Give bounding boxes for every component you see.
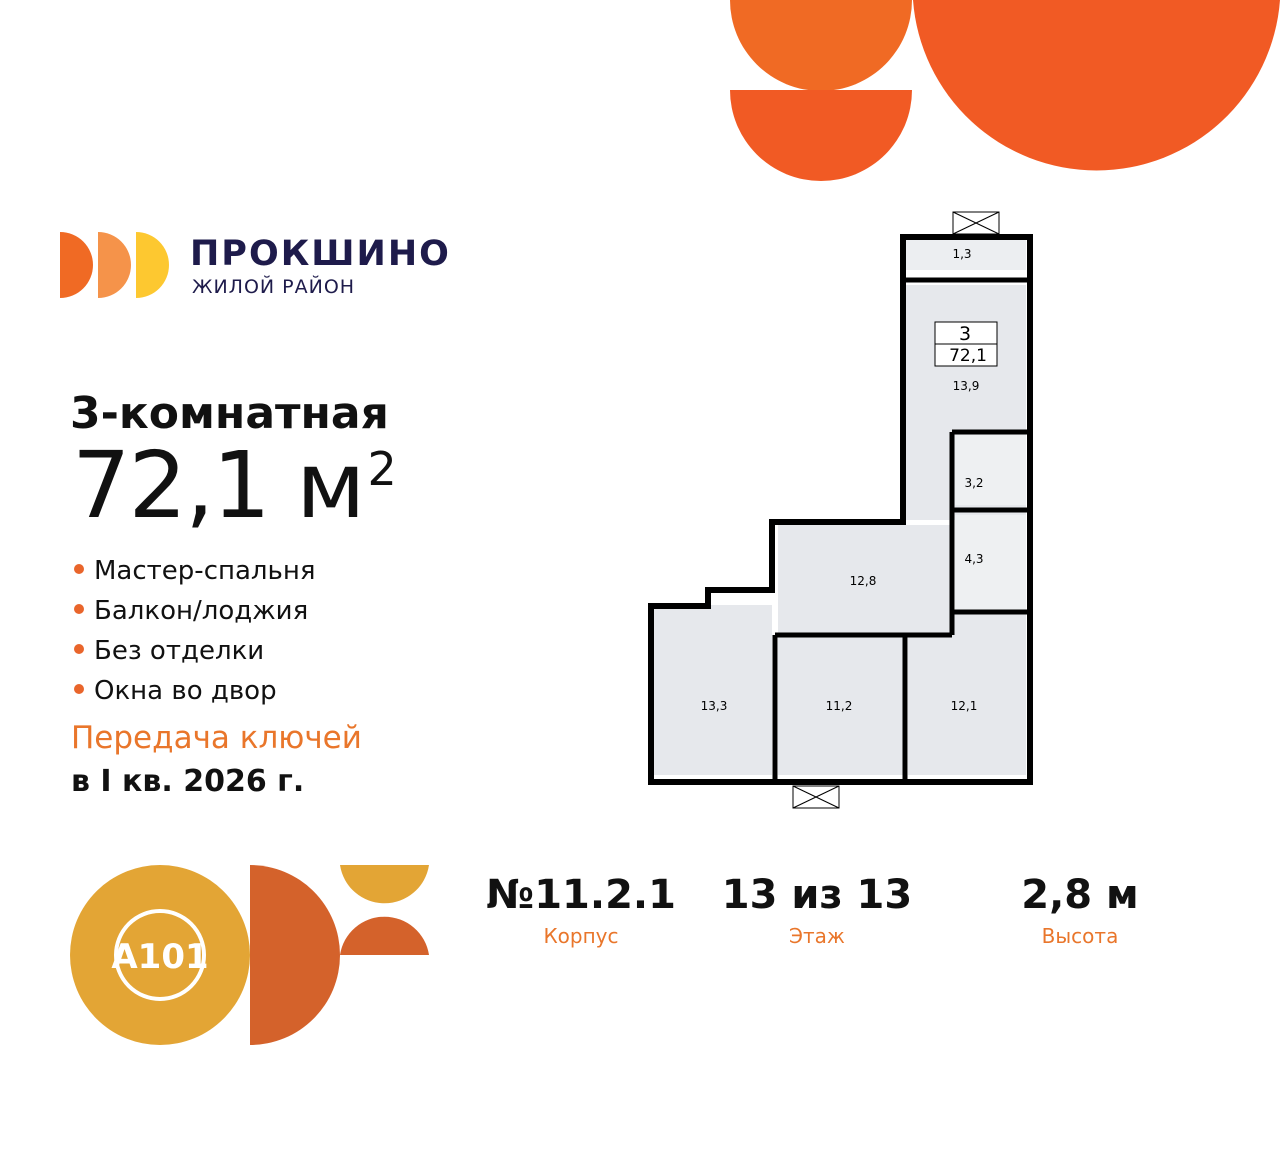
room-area-master: 13,9	[953, 379, 980, 393]
a101-logo: A101	[70, 865, 429, 1045]
rooms-title: 3-комнатная	[70, 388, 389, 439]
room-area-bedroom3: 12,1	[951, 699, 978, 713]
feature-item: Мастер-спальня	[74, 555, 316, 595]
features-list: Мастер-спальня Балкон/лоджия Без отделки…	[74, 555, 316, 715]
brand-subtitle: ЖИЛОЙ РАЙОН	[192, 276, 356, 298]
prokshino-logo-icon	[60, 232, 169, 298]
stat-height: 2,8 м Высота	[1021, 872, 1139, 948]
feature-item: Без отделки	[74, 635, 316, 675]
room-area-kitchen: 13,3	[701, 699, 728, 713]
room-area-hall: 12,8	[850, 574, 877, 588]
plan-room-count: 3	[959, 323, 971, 345]
plan-total-area: 72,1	[949, 346, 987, 366]
room-area-bath1: 3,2	[964, 476, 983, 490]
room-area-balcony: 1,3	[952, 247, 971, 261]
feature-item: Балкон/лоджия	[74, 595, 316, 635]
svg-text:A101: A101	[111, 937, 208, 977]
feature-item: Окна во двор	[74, 675, 316, 715]
keys-date: в I кв. 2026 г.	[71, 764, 305, 799]
keys-label: Передача ключей	[71, 720, 362, 756]
area-title: 72,1 м2	[72, 432, 397, 539]
room-area-bedroom2: 11,2	[826, 699, 853, 713]
floor-plan: 1,3 3 72,1 13,9 3,2 4,3 12,8 13,3 11,2 1…	[648, 211, 1033, 809]
decorative-circles	[730, 0, 1280, 181]
stat-floor: 13 из 13 Этаж	[721, 872, 913, 948]
stat-building: №11.2.1 Корпус	[486, 872, 676, 948]
room-area-bath2: 4,3	[964, 552, 983, 566]
brand-name: ПРОКШИНО	[190, 234, 451, 274]
